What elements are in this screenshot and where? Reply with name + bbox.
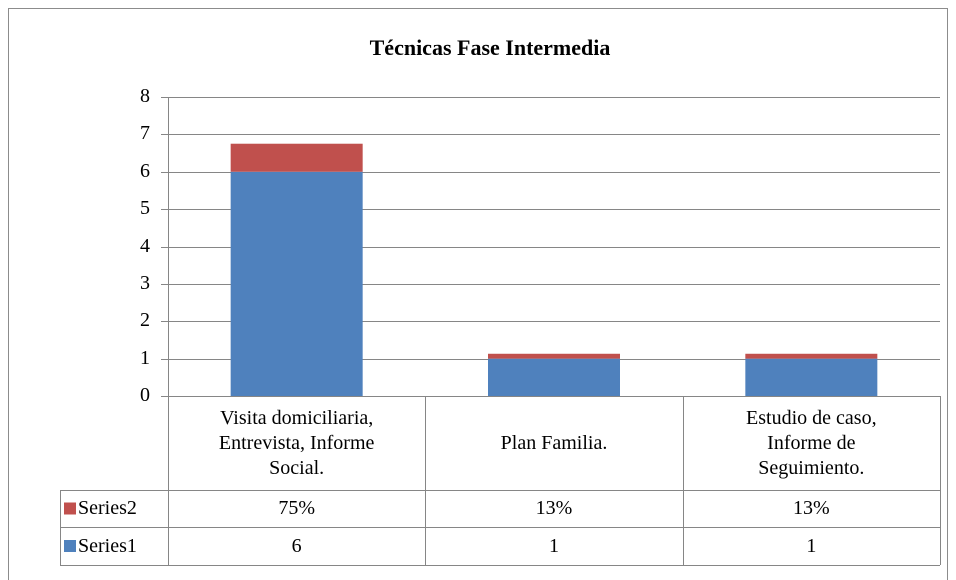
y-tick-label: 8	[140, 85, 150, 107]
data-table-value: 75%	[278, 497, 315, 519]
data-table-value: 6	[291, 534, 302, 557]
data-table-value: 13%	[792, 497, 830, 519]
bar-segment	[230, 171, 363, 396]
y-tick-label: 0	[140, 384, 150, 406]
x-tick-label: Plan Familia.	[500, 431, 608, 454]
bar-segment	[230, 143, 363, 172]
legend-key	[64, 540, 76, 552]
y-tick-label: 3	[140, 272, 150, 294]
chart-border	[8, 8, 948, 580]
legend-label: Series2	[78, 497, 137, 519]
legend-key	[64, 502, 76, 515]
bar-segment	[488, 358, 620, 396]
y-tick-label: 5	[140, 197, 150, 219]
bar-segment	[745, 353, 878, 359]
x-tick-label: Estudio de caso, Informe de Seguimiento.	[746, 406, 877, 479]
data-table-value: 13%	[535, 497, 573, 519]
y-tick-label: 2	[140, 309, 150, 331]
y-tick-label: 7	[140, 122, 150, 144]
x-tick-label: Visita domiciliaria, Entrevista, Informe…	[218, 406, 375, 479]
y-tick-label: 4	[140, 235, 150, 257]
data-table-value: 1	[548, 534, 559, 557]
legend-label: Series1	[78, 534, 137, 557]
bar-segment	[745, 358, 878, 396]
bar-segment	[488, 353, 620, 359]
y-tick-label: 1	[140, 347, 150, 369]
data-table-value: 1	[806, 534, 817, 557]
y-tick-label: 6	[140, 160, 150, 182]
chart-title: Técnicas Fase Intermedia	[370, 35, 611, 60]
